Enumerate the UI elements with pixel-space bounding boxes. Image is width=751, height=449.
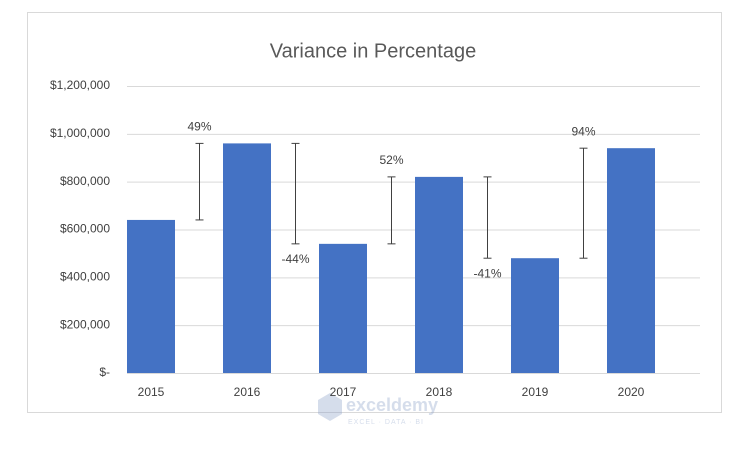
variance-bar [291, 142, 300, 245]
bar [223, 143, 271, 373]
variance-label: 49% [187, 120, 211, 134]
x-tick-label: 2017 [330, 385, 357, 399]
variance-bar [387, 176, 396, 245]
y-tick-label: $400,000 [60, 270, 110, 284]
y-tick-label: $200,000 [60, 317, 110, 331]
variance-label: 94% [571, 124, 595, 138]
variance-bar [579, 147, 588, 259]
variance-label: -41% [473, 266, 501, 280]
variance-bar [483, 176, 492, 259]
bar [511, 258, 559, 373]
y-tick-label: $1,200,000 [50, 78, 110, 92]
bar [415, 176, 463, 373]
x-tick-label: 2018 [426, 385, 453, 399]
y-tick-label: $- [99, 365, 110, 379]
variance-label: -44% [281, 252, 309, 266]
y-tick-label: $1,000,000 [50, 126, 110, 140]
x-tick-label: 2015 [138, 385, 165, 399]
x-tick-label: 2020 [618, 385, 645, 399]
watermark-icon [318, 393, 342, 421]
variance-bar [195, 142, 204, 221]
watermark: exceldemy EXCEL · DATA · BI [318, 393, 438, 426]
watermark-text: exceldemy [346, 395, 438, 415]
watermark-sub: EXCEL · DATA · BI [348, 419, 424, 426]
chart-title: Variance in Percentage [270, 40, 476, 62]
x-tick-label: 2016 [234, 385, 261, 399]
x-tick-label: 2019 [522, 385, 549, 399]
bar [319, 243, 367, 373]
variance-label: 52% [379, 153, 403, 167]
bar [127, 219, 175, 373]
y-tick-label: $800,000 [60, 174, 110, 188]
y-tick-label: $600,000 [60, 222, 110, 236]
bar [607, 148, 655, 373]
